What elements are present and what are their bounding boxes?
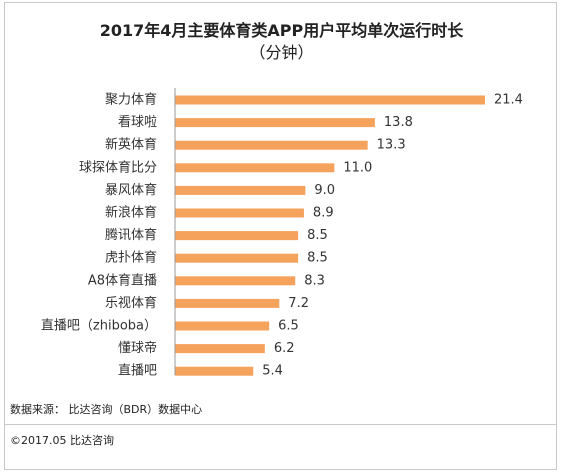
chart-frame — [4, 2, 557, 470]
value-label: 13.3 — [377, 138, 406, 153]
category-label: 球探体育比分 — [79, 159, 157, 175]
category-label: 聚力体育 — [105, 92, 157, 108]
category-label: 新浪体育 — [105, 205, 157, 221]
chart-title: 2017年4月主要体育类APP用户平均单次运行时长 — [99, 21, 464, 40]
value-label: 7.2 — [288, 296, 309, 311]
value-label: 8.5 — [307, 228, 328, 243]
bar — [175, 298, 280, 308]
value-label: 9.0 — [314, 183, 335, 198]
bar — [175, 118, 375, 128]
category-label: 懂球帝 — [118, 340, 157, 356]
bar — [175, 208, 304, 218]
bar — [175, 321, 270, 331]
bar — [175, 344, 265, 354]
category-label: 虎扑体育 — [105, 250, 157, 266]
bar — [175, 95, 485, 105]
category-label: 暴风体育 — [105, 182, 157, 198]
chart-subtitle: （分钟） — [249, 43, 314, 62]
footer-divider — [4, 424, 557, 425]
bar — [175, 140, 368, 150]
bar — [175, 253, 299, 263]
category-label: A8体育直播 — [88, 272, 157, 288]
value-label: 8.5 — [307, 251, 328, 266]
bar — [175, 231, 299, 241]
bar — [175, 163, 335, 173]
data-source-note: 数据来源： 比达咨询（BDR）数据中心 — [10, 403, 203, 416]
category-label: 看球啦 — [118, 114, 157, 130]
bars-layer: 聚力体育 21.4 看球啦 13.8 新英体育 13.3 球探体育比分 11.0 暴风体育 9.0… — [41, 92, 523, 379]
value-label: 6.2 — [274, 341, 295, 356]
bar — [175, 185, 306, 195]
value-label: 13.8 — [384, 115, 413, 130]
value-label: 21.4 — [494, 93, 523, 108]
value-label: 8.9 — [313, 206, 334, 221]
value-label: 6.5 — [278, 319, 299, 334]
copyright-note: ©2017.05 比达咨询 — [10, 434, 114, 447]
value-label: 5.4 — [262, 364, 283, 379]
bar-chart: 聚力体育 21.4 看球啦 13.8 新英体育 13.3 球探体育比分 11.0 暴风体育 9.0… — [41, 88, 523, 379]
category-label: 腾讯体育 — [105, 227, 157, 243]
category-label: 乐视体育 — [105, 295, 157, 311]
value-label: 8.3 — [304, 273, 325, 288]
category-label: 直播吧（zhiboba） — [41, 319, 157, 334]
value-label: 11.0 — [343, 160, 372, 175]
bar — [175, 366, 254, 376]
bar — [175, 276, 296, 286]
category-label: 直播吧 — [118, 364, 157, 379]
category-label: 新英体育 — [105, 137, 157, 153]
